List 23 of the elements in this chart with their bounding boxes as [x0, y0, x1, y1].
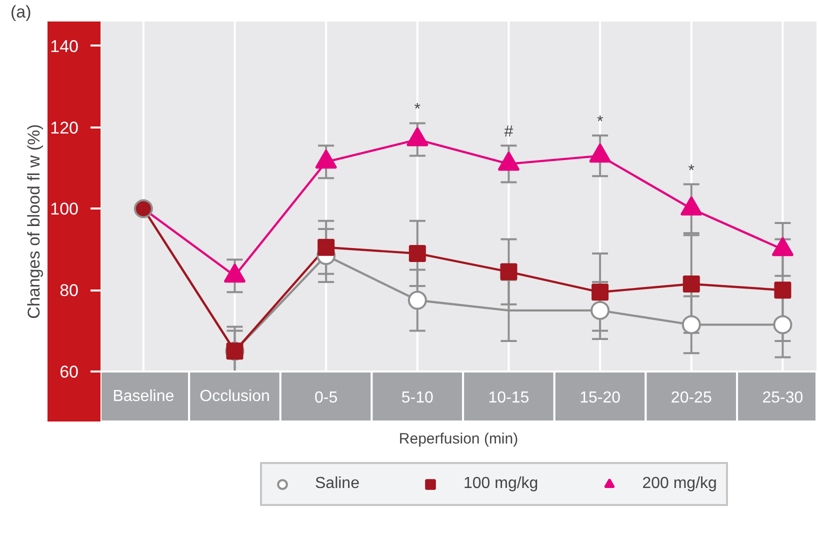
y-axis-title: Changes of blood fl w (%) — [24, 124, 44, 319]
x-tick-label: Baseline — [112, 388, 174, 405]
x-tick-label: 25-30 — [762, 390, 804, 406]
annotation: * — [414, 101, 421, 118]
y-tick-label: 80 — [60, 281, 79, 300]
x-tick-label: 0-5 — [314, 390, 338, 406]
legend-label: Saline — [315, 475, 360, 493]
y-tick-label: 100 — [50, 200, 79, 219]
x-tick-label: 15-20 — [580, 390, 621, 406]
legend-label: 100 mg/kg — [463, 475, 538, 493]
annotation: * — [688, 162, 695, 180]
y-tick-label: 140 — [50, 36, 79, 56]
x-tick-label: 5-10 — [401, 390, 434, 406]
x-axis-title: Reperfusion (min) — [398, 430, 518, 448]
annotation: # — [504, 124, 514, 141]
y-tick-label: 60 — [60, 362, 79, 382]
text: (a) — [10, 2, 32, 22]
x-tick-label: 10-15 — [488, 390, 530, 406]
legend-label: 200 mg/kg — [642, 475, 717, 493]
annotation: * — [596, 113, 604, 130]
x-tick-label: 20-25 — [670, 390, 712, 406]
x-tick-label: Occlusion — [200, 388, 270, 405]
y-tick-label: 120 — [50, 118, 79, 138]
